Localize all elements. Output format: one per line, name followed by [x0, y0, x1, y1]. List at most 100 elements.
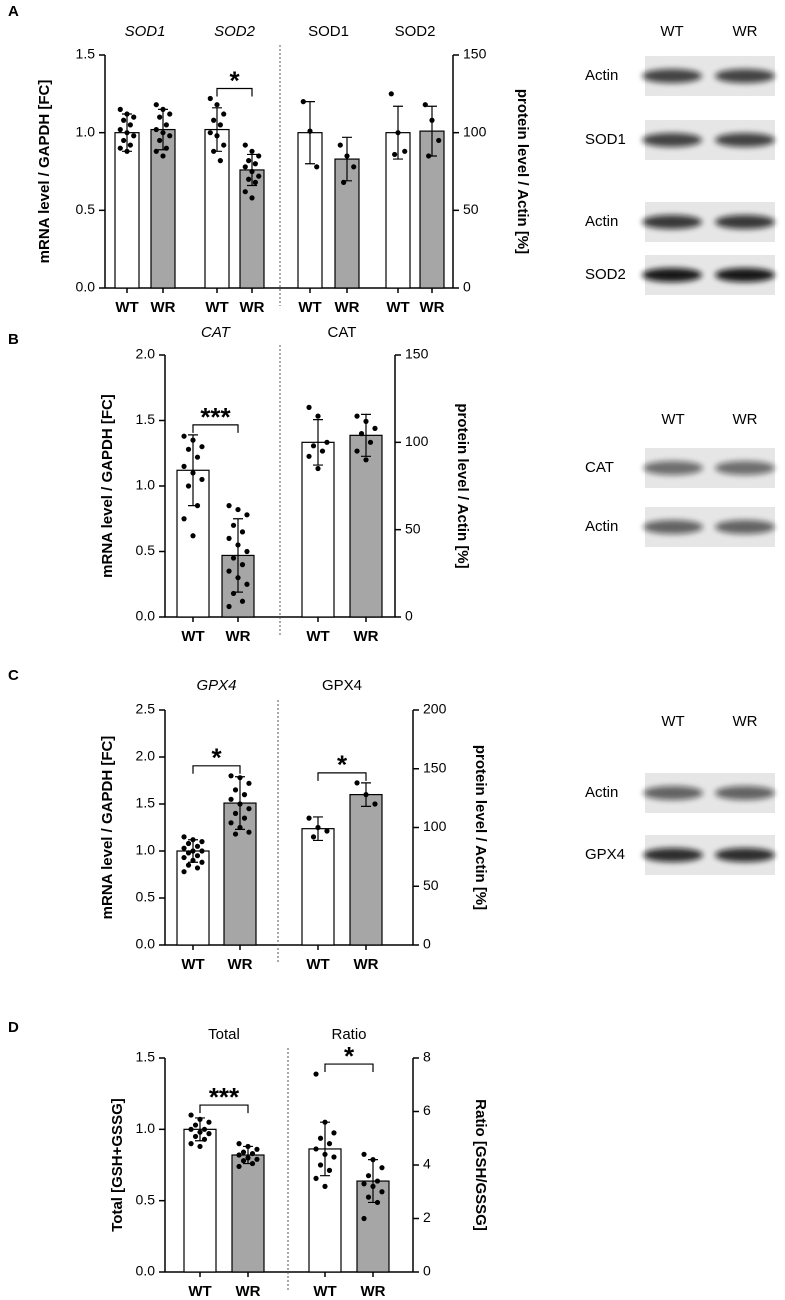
- blot-column: WR: [733, 23, 758, 40]
- data-point: [197, 1116, 203, 1122]
- group-title: Total: [208, 1026, 240, 1043]
- data-point: [319, 448, 326, 454]
- significance: *: [337, 750, 348, 780]
- data-point: [322, 1183, 328, 1189]
- blot-band: [715, 133, 775, 147]
- group-title: CAT: [201, 324, 232, 341]
- data-point: [160, 106, 166, 112]
- data-point: [244, 548, 250, 555]
- data-point: [232, 787, 239, 793]
- y-axis-label: mRNA level / GAPDH [FC]: [36, 80, 53, 264]
- data-point: [256, 153, 262, 159]
- data-point: [185, 850, 192, 856]
- data-point: [313, 1071, 319, 1077]
- data-point: [237, 801, 243, 807]
- data-point: [354, 780, 360, 786]
- data-point: [351, 164, 357, 170]
- x-tick-label: WT: [205, 299, 228, 316]
- data-point: [388, 91, 394, 97]
- tick-label: 2: [423, 1209, 431, 1225]
- data-point: [344, 153, 350, 159]
- data-point: [249, 195, 255, 201]
- data-point: [239, 529, 246, 535]
- data-point: [402, 148, 408, 154]
- bar: [239, 169, 265, 289]
- blot-row-label: SOD2: [585, 266, 626, 283]
- data-point: [226, 535, 232, 542]
- data-point: [249, 1150, 256, 1157]
- tick-label: 1.0: [136, 1120, 156, 1136]
- data-point: [206, 1131, 212, 1137]
- x-tick-label: WR: [335, 299, 360, 316]
- tick-label: 150: [423, 759, 447, 775]
- panel-label: A: [8, 3, 19, 20]
- group-title: GPX4: [196, 677, 236, 694]
- data-point: [221, 142, 227, 148]
- bar: [231, 1154, 265, 1273]
- data-point: [232, 831, 239, 837]
- tick-label: 100: [463, 123, 487, 139]
- data-point: [306, 404, 312, 410]
- data-point: [181, 516, 187, 522]
- tick-label: 100: [423, 818, 447, 834]
- data-point: [436, 137, 442, 144]
- data-point: [214, 102, 220, 108]
- bar: [349, 434, 383, 618]
- y2-axis-label: protein level / Actin [%]: [472, 745, 489, 910]
- data-point: [306, 453, 312, 459]
- data-point: [367, 439, 374, 445]
- data-point: [245, 1155, 251, 1161]
- x-tick-label: WT: [306, 956, 329, 973]
- data-point: [206, 1119, 212, 1125]
- tick-label: 50: [405, 520, 421, 536]
- data-point: [306, 815, 312, 821]
- tick-label: 0.0: [136, 1263, 156, 1279]
- data-point: [181, 433, 187, 439]
- data-point: [317, 1162, 324, 1168]
- tick-label: 2.0: [136, 748, 156, 764]
- data-point: [326, 1141, 333, 1147]
- data-point: [249, 168, 255, 175]
- significance: ***: [209, 1082, 240, 1112]
- data-point: [153, 148, 159, 154]
- group-title: SOD1: [125, 23, 166, 40]
- blot-band: [643, 520, 703, 534]
- tick-label: 1.5: [136, 1049, 156, 1065]
- x-tick-label: WR: [354, 956, 379, 973]
- bar: [301, 828, 335, 946]
- data-point: [153, 126, 159, 133]
- tick-label: 0.0: [136, 936, 156, 952]
- data-point: [256, 173, 262, 179]
- x-tick-label: WT: [306, 628, 329, 645]
- data-point: [252, 179, 258, 185]
- data-point: [194, 503, 201, 509]
- data-point: [199, 848, 205, 854]
- data-point: [322, 1119, 328, 1125]
- tick-label: 0.5: [136, 889, 156, 905]
- data-point: [361, 1181, 367, 1187]
- data-point: [235, 542, 241, 548]
- data-point: [181, 854, 187, 861]
- x-tick-label: WR: [226, 628, 251, 645]
- data-point: [124, 111, 130, 117]
- y2-axis-label: protein level / Actin [%]: [454, 403, 471, 568]
- data-point: [315, 824, 321, 831]
- data-point: [228, 796, 234, 802]
- data-point: [363, 418, 369, 424]
- significance-bracket: [192, 424, 239, 433]
- data-point: [121, 117, 127, 123]
- data-point: [160, 153, 166, 159]
- data-point: [363, 792, 369, 798]
- data-point: [124, 130, 130, 136]
- x-tick-label: WR: [420, 299, 445, 316]
- tick-label: 50: [423, 877, 439, 893]
- data-point: [190, 837, 196, 843]
- blot-band: [715, 786, 775, 800]
- x-tick-label: WR: [228, 956, 253, 973]
- data-point: [341, 179, 347, 185]
- significance-bracket: [324, 1063, 374, 1073]
- data-point: [185, 483, 192, 489]
- blot-band: [642, 268, 702, 282]
- x-tick-label: WT: [115, 299, 138, 316]
- data-point: [167, 111, 173, 117]
